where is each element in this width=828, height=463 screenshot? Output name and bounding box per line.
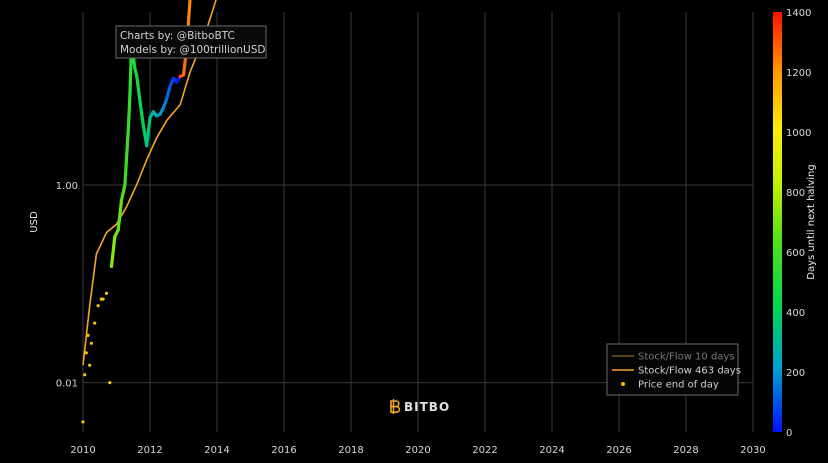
price-point — [96, 304, 100, 308]
price-point — [84, 351, 88, 355]
price-segment — [119, 183, 127, 202]
price-point — [93, 321, 97, 325]
credits-box-frame — [115, 25, 267, 59]
legend: Stock/Flow 10 days Stock/Flow 463 days Pri… — [606, 343, 741, 396]
credits-box: Charts by: @BitboBTC Models by: @100tril… — [115, 25, 267, 59]
colorbar-gradient — [773, 12, 782, 432]
colorbar-tick-label: 600 — [786, 248, 805, 259]
price-segment — [145, 115, 152, 148]
x-tick-label: 2024 — [539, 445, 564, 456]
x-tick-label: 2018 — [338, 445, 363, 456]
brand-logo: BITBO — [390, 399, 450, 414]
price-point — [83, 373, 87, 377]
price-segment — [135, 73, 142, 104]
price-point — [108, 381, 112, 385]
price-segment — [161, 96, 169, 110]
colorbar-tick-label: 1400 — [786, 8, 811, 19]
price-point — [86, 333, 90, 337]
colorbar-tick-label: 1000 — [786, 128, 811, 139]
x-tick-label: 2010 — [70, 445, 95, 456]
y-tick-label: 1.00 — [56, 181, 78, 192]
colorbar-tick-label: 800 — [786, 188, 805, 199]
x-tick-label: 2022 — [472, 445, 497, 456]
price-point — [104, 291, 109, 295]
colorbar: 0 200 400 600 800 1000 1200 1400 Days until nex… — [773, 8, 817, 439]
credit-models: Models by: @100trillionUSD — [120, 44, 265, 56]
colorbar-tick-label: 400 — [786, 308, 805, 319]
legend-label: Stock/Flow 463 days — [638, 366, 741, 377]
brand-name: BITBO — [404, 400, 450, 414]
stock-flow-463-line — [82, 0, 217, 366]
stock-flow-series — [82, 0, 217, 366]
price-segment — [109, 235, 117, 268]
legend-label: Stock/Flow 10 days — [638, 352, 735, 363]
credit-charts: Charts by: @BitboBTC — [120, 30, 235, 42]
price-point — [101, 297, 105, 301]
price-segment — [123, 129, 130, 187]
colorbar-title: Days until next halving — [806, 164, 817, 279]
colorbar-tick-label: 1200 — [786, 68, 811, 79]
legend-label: Price end of day — [638, 380, 719, 391]
bitbo-logo-icon — [390, 399, 401, 414]
x-axis: 2010 2012 2014 2016 2018 2020 2022 2024 2026 2028… — [70, 445, 765, 456]
y-tick-label: 0.01 — [56, 379, 78, 390]
price-segment — [116, 198, 124, 232]
x-tick-label: 2026 — [606, 445, 631, 456]
colorbar-tick-label: 200 — [786, 368, 805, 379]
x-tick-label: 2028 — [673, 445, 698, 456]
y-axis-title: USD — [29, 211, 40, 233]
price-segment — [165, 84, 172, 101]
x-tick-label: 2014 — [204, 445, 229, 456]
colorbar-tick-label: 0 — [786, 428, 792, 439]
price-point — [89, 341, 93, 345]
x-tick-label: 2020 — [405, 445, 430, 456]
price-point — [81, 420, 85, 424]
price-segment — [126, 94, 132, 133]
price-point — [88, 363, 92, 367]
x-tick-label: 2030 — [740, 445, 765, 456]
x-tick-label: 2012 — [137, 445, 162, 456]
x-tick-label: 2016 — [271, 445, 296, 456]
price-segment — [138, 99, 145, 128]
legend-swatch — [621, 382, 625, 386]
